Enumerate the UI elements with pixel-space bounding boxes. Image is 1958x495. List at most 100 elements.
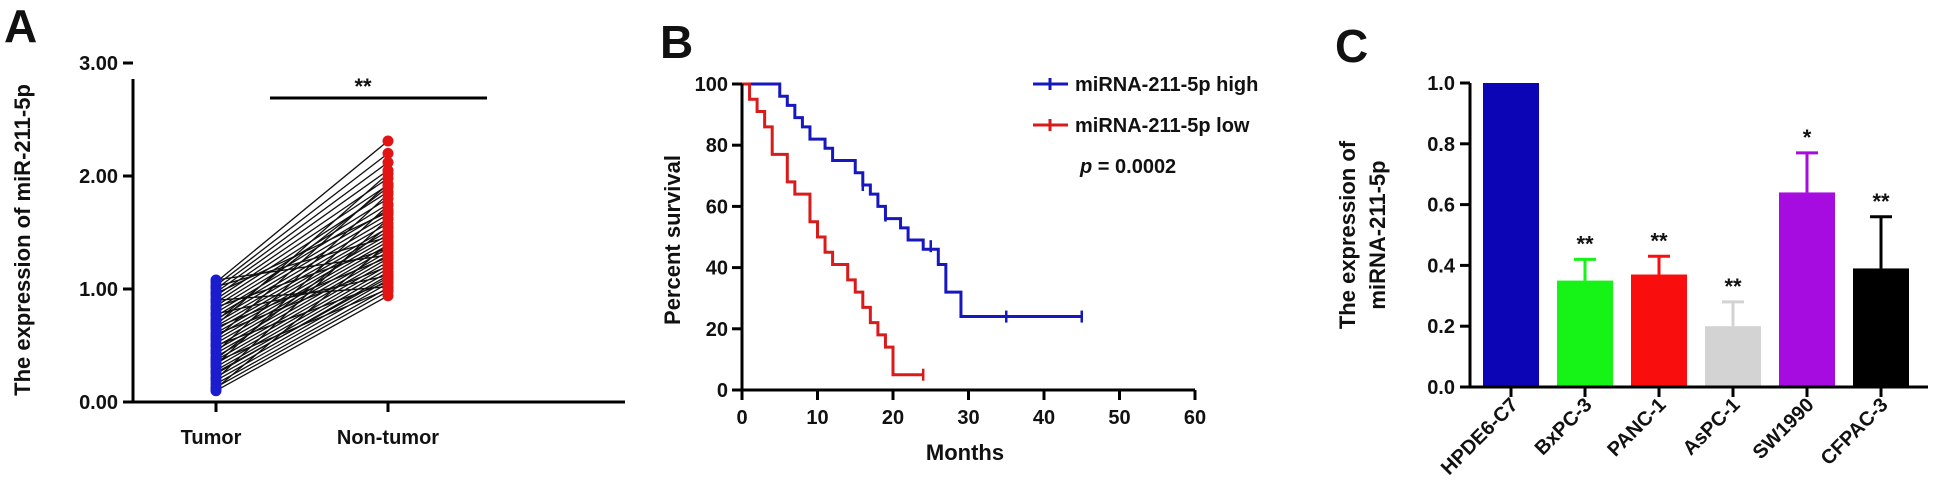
paired-line [215,257,389,358]
x-tick-label: AsPC-1 [1679,394,1745,460]
y-tick-label: 0.8 [1427,134,1455,156]
p-value-text: = 0.0002 [1092,156,1176,178]
bar-bxpc-3 [1557,280,1613,387]
survival-line-high [742,82,1082,319]
tumor-point [210,367,222,379]
y-tick-label: 80 [706,135,728,157]
significance-label: ** [1650,228,1668,253]
paired-line [215,173,389,326]
legend-label-high: miRNA-211-5p high [1075,74,1258,96]
x-axis-title: Months [926,440,1004,465]
paired-line [215,254,389,281]
survival-line-low [742,82,924,377]
paired-line [215,152,389,287]
x-tick-label: BxPC-3 [1531,394,1597,460]
paired-line [215,218,389,321]
significance-label: ** [1576,231,1594,256]
tumor-point [210,382,222,394]
paired-line [215,268,389,368]
y-tick-label: 0 [717,380,728,402]
x-tick-label: SW1990 [1749,394,1819,464]
paired-line [215,161,389,290]
significance-label: * [1803,125,1812,150]
y-tick-label: 0.00 [79,392,118,414]
p-value-symbol: p [1079,156,1092,178]
x-ticks: Tumor Non-tumor [181,402,439,449]
nontumor-point [382,269,394,281]
bar-hpde6-c7 [1483,83,1539,387]
x-tick-label: PANC-1 [1603,394,1670,461]
panel-a-paired-scatter: 0.00 1.00 2.00 3.00 Tumor Non-tumor The expr… [10,53,625,449]
y-ticks: 0 20 40 60 80 100 [695,74,742,402]
y-axis-title: The expression of miR-211-5p [10,84,35,396]
bar-sw1990 [1779,192,1835,387]
legend: miRNA-211-5p high miRNA-211-5p low p = 0… [1033,74,1258,178]
x-tick-label: Non-tumor [337,427,439,449]
x-tick-label: 40 [1033,407,1055,429]
paired-line [215,140,389,283]
paired-line [215,288,389,362]
bar-panc-1 [1631,274,1687,387]
paired-line [215,204,389,366]
paired-line [215,243,389,389]
x-tick-label: 10 [806,407,828,429]
paired-line [215,237,389,338]
y-axis-title: Percent survival [660,155,685,325]
bar-cfpac-3 [1853,268,1909,387]
significance-label: ** [1872,189,1890,214]
significance-label: ** [354,74,372,99]
y-tick-label: 1.0 [1427,73,1455,95]
y-ticks: 0.0 0.2 0.4 0.6 0.8 1.0 [1427,73,1470,399]
y-tick-label: 0.2 [1427,316,1455,338]
tumor-point [210,274,222,286]
nontumor-point [382,260,394,272]
paired-line [215,236,389,288]
paired-line [215,274,389,315]
x-tick-label: Tumor [181,427,242,449]
paired-line [215,169,389,293]
x-tick-label: HPDE6-C7 [1437,394,1523,480]
nontumor-point [382,221,394,233]
y-tick-label: 60 [706,196,728,218]
paired-line [215,234,389,334]
x-tick-label: 30 [957,407,979,429]
paired-line [215,265,389,335]
legend-label-low: miRNA-211-5p low [1075,115,1250,137]
paired-line [215,295,389,392]
x-tick-label: 50 [1108,407,1130,429]
tumor-point [210,319,222,331]
significance-label: ** [1724,274,1742,299]
nontumor-point [382,156,394,168]
paired-line [215,211,389,295]
panel-label-c: C [1335,20,1368,72]
y-axis-title-line-1: The expression of [1335,140,1360,329]
y-tick-label: 40 [706,258,728,280]
y-tick-label: 1.00 [79,279,118,301]
bars: ** ******* [1483,83,1909,387]
y-axis-title: The expression of miRNA-211-5p [1335,140,1390,329]
paired-line [215,279,389,378]
y-tick-label: 0.4 [1427,255,1456,277]
nontumor-point [382,281,394,293]
panel-label-a: A [4,0,37,52]
tumor-point [210,353,222,365]
nontumor-point [382,147,394,159]
panel-label-b: B [660,16,693,68]
nontumor-point [382,135,394,147]
y-tick-label: 100 [695,74,728,96]
paired-line [215,247,389,308]
x-ticks: 0 10 20 30 40 50 60 [736,390,1206,429]
nontumor-point [382,206,394,218]
paired-line [215,247,389,348]
nontumor-point [382,168,394,180]
nontumor-point [382,231,394,243]
y-tick-label: 20 [706,319,728,341]
paired-lines [215,140,389,392]
p-value-annotation: p = 0.0002 [1079,156,1176,178]
survival-curves [742,82,1083,381]
paired-line [215,290,389,388]
x-tick-label: 0 [736,407,747,429]
paired-line [215,281,389,347]
